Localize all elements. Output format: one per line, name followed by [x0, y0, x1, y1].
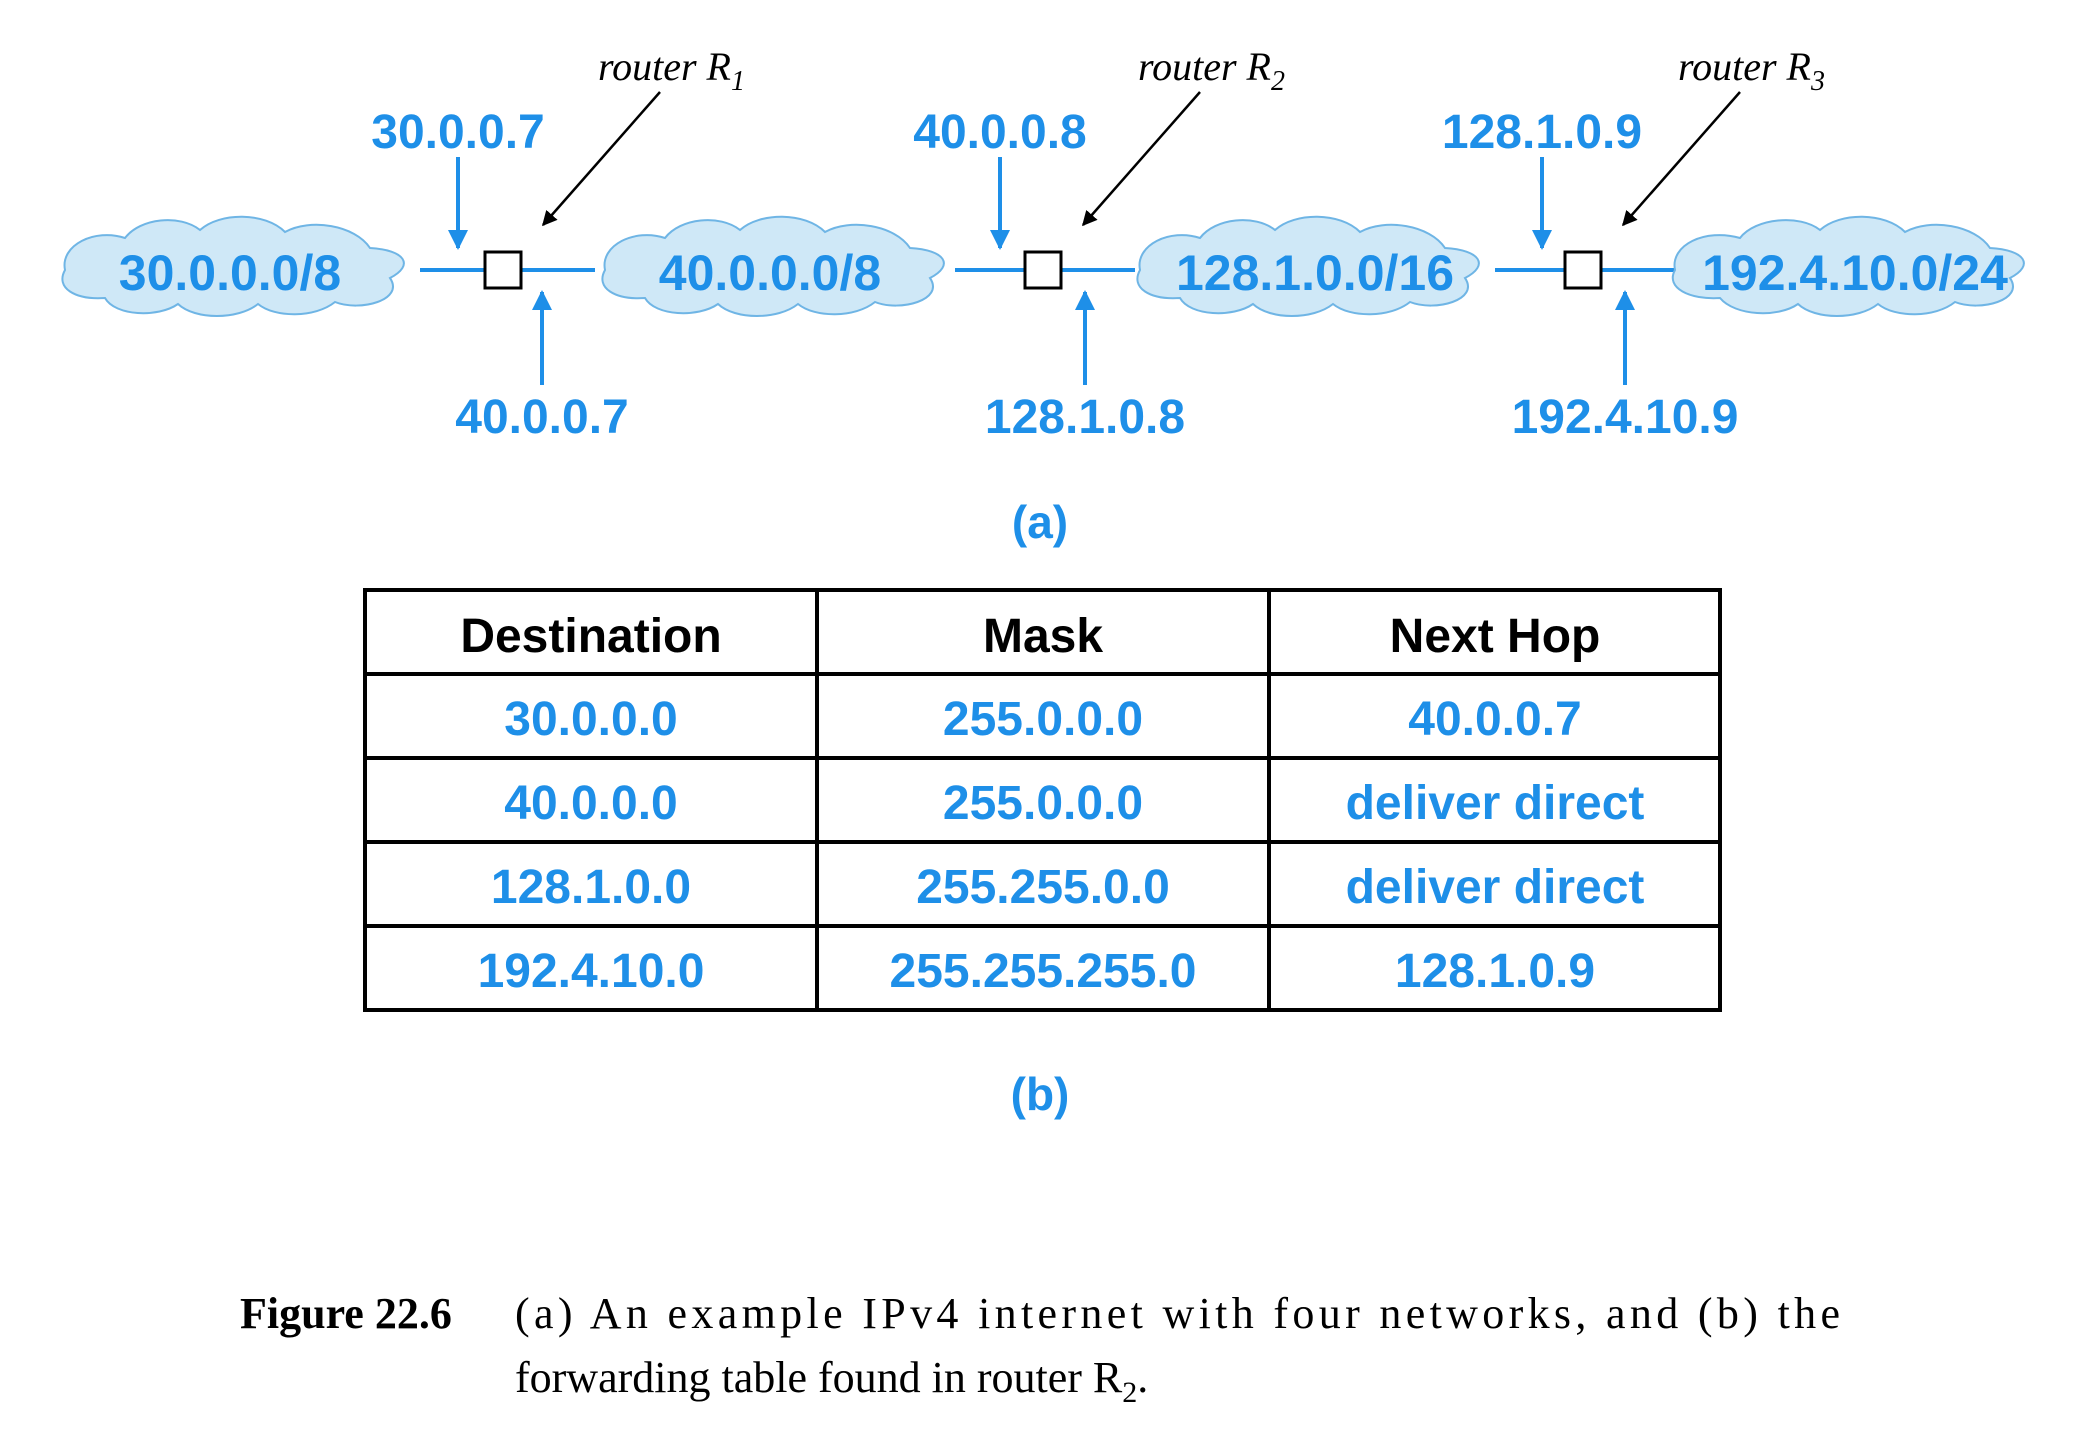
network-cloud-3: 128.1.0.0/16 [1136, 215, 1480, 317]
network-label-4: 192.4.10.0/24 [1702, 245, 2008, 301]
table-cell: deliver direct [1346, 861, 1645, 914]
router-1: router R1 30.0.0.7 40.0.0.7 [371, 44, 745, 444]
subfigure-b-label: (b) [1011, 1068, 1070, 1120]
router-2-label: router R2 [1138, 44, 1285, 97]
router-2: router R2 40.0.0.8 128.1.0.8 [913, 44, 1285, 444]
subfigure-a-label: (a) [1012, 496, 1068, 548]
router-1-top-address: 30.0.0.7 [371, 106, 544, 159]
caption-figure-number: Figure 22.6 [240, 1289, 452, 1338]
router-2-bottom-address: 128.1.0.8 [985, 391, 1185, 444]
router-2-pointer [1082, 91, 1201, 227]
figure-caption: Figure 22.6 (a) An example IPv4 internet… [240, 1289, 1840, 1409]
table-cell: deliver direct [1346, 777, 1645, 830]
table-cell: 40.0.0.7 [1408, 693, 1581, 746]
router-3-box [1563, 250, 1603, 290]
router-3-label: router R3 [1678, 44, 1825, 97]
router-3-bottom-address: 192.4.10.9 [1512, 391, 1739, 444]
table-cell: 30.0.0.0 [504, 693, 677, 746]
table-header-mask: Mask [983, 610, 1103, 663]
router-3-top-address: 128.1.0.9 [1442, 106, 1642, 159]
table-header-destination: Destination [460, 610, 721, 663]
table-cell: 255.255.0.0 [916, 861, 1170, 914]
table-cell: 192.4.10.0 [478, 945, 705, 998]
table-cell: 128.1.0.9 [1395, 945, 1595, 998]
table-cell: 40.0.0.0 [504, 777, 677, 830]
router-1-pointer [542, 91, 661, 227]
table-cell: 128.1.0.0 [491, 861, 691, 914]
router-2-box [1023, 250, 1063, 290]
router-3-pointer [1622, 91, 1741, 227]
caption-line-1: (a) An example IPv4 internet with four n… [515, 1289, 1840, 1338]
router-1-bottom-address: 40.0.0.7 [455, 391, 628, 444]
router-1-box [483, 250, 523, 290]
network-label-1: 30.0.0.0/8 [119, 245, 341, 301]
router-1-label: router R1 [598, 44, 745, 97]
network-cloud-2: 40.0.0.0/8 [601, 215, 945, 317]
network-label-2: 40.0.0.0/8 [659, 245, 881, 301]
table-cell: 255.255.255.0 [890, 945, 1197, 998]
router-2-top-address: 40.0.0.8 [913, 106, 1086, 159]
network-cloud-1: 30.0.0.0/8 [61, 215, 405, 317]
network-label-3: 128.1.0.0/16 [1176, 245, 1454, 301]
caption-line-2: forwarding table found in router R2. [515, 1353, 1148, 1409]
table-cell: 255.0.0.0 [943, 777, 1143, 830]
table-header-next-hop: Next Hop [1390, 610, 1601, 663]
forwarding-table: Destination Mask Next Hop 30.0.0.0 255.0… [363, 588, 1722, 1012]
router-3: router R3 128.1.0.9 192.4.10.9 [1442, 44, 1825, 444]
network-cloud-4: 192.4.10.0/24 [1671, 215, 2025, 317]
table-cell: 255.0.0.0 [943, 693, 1143, 746]
